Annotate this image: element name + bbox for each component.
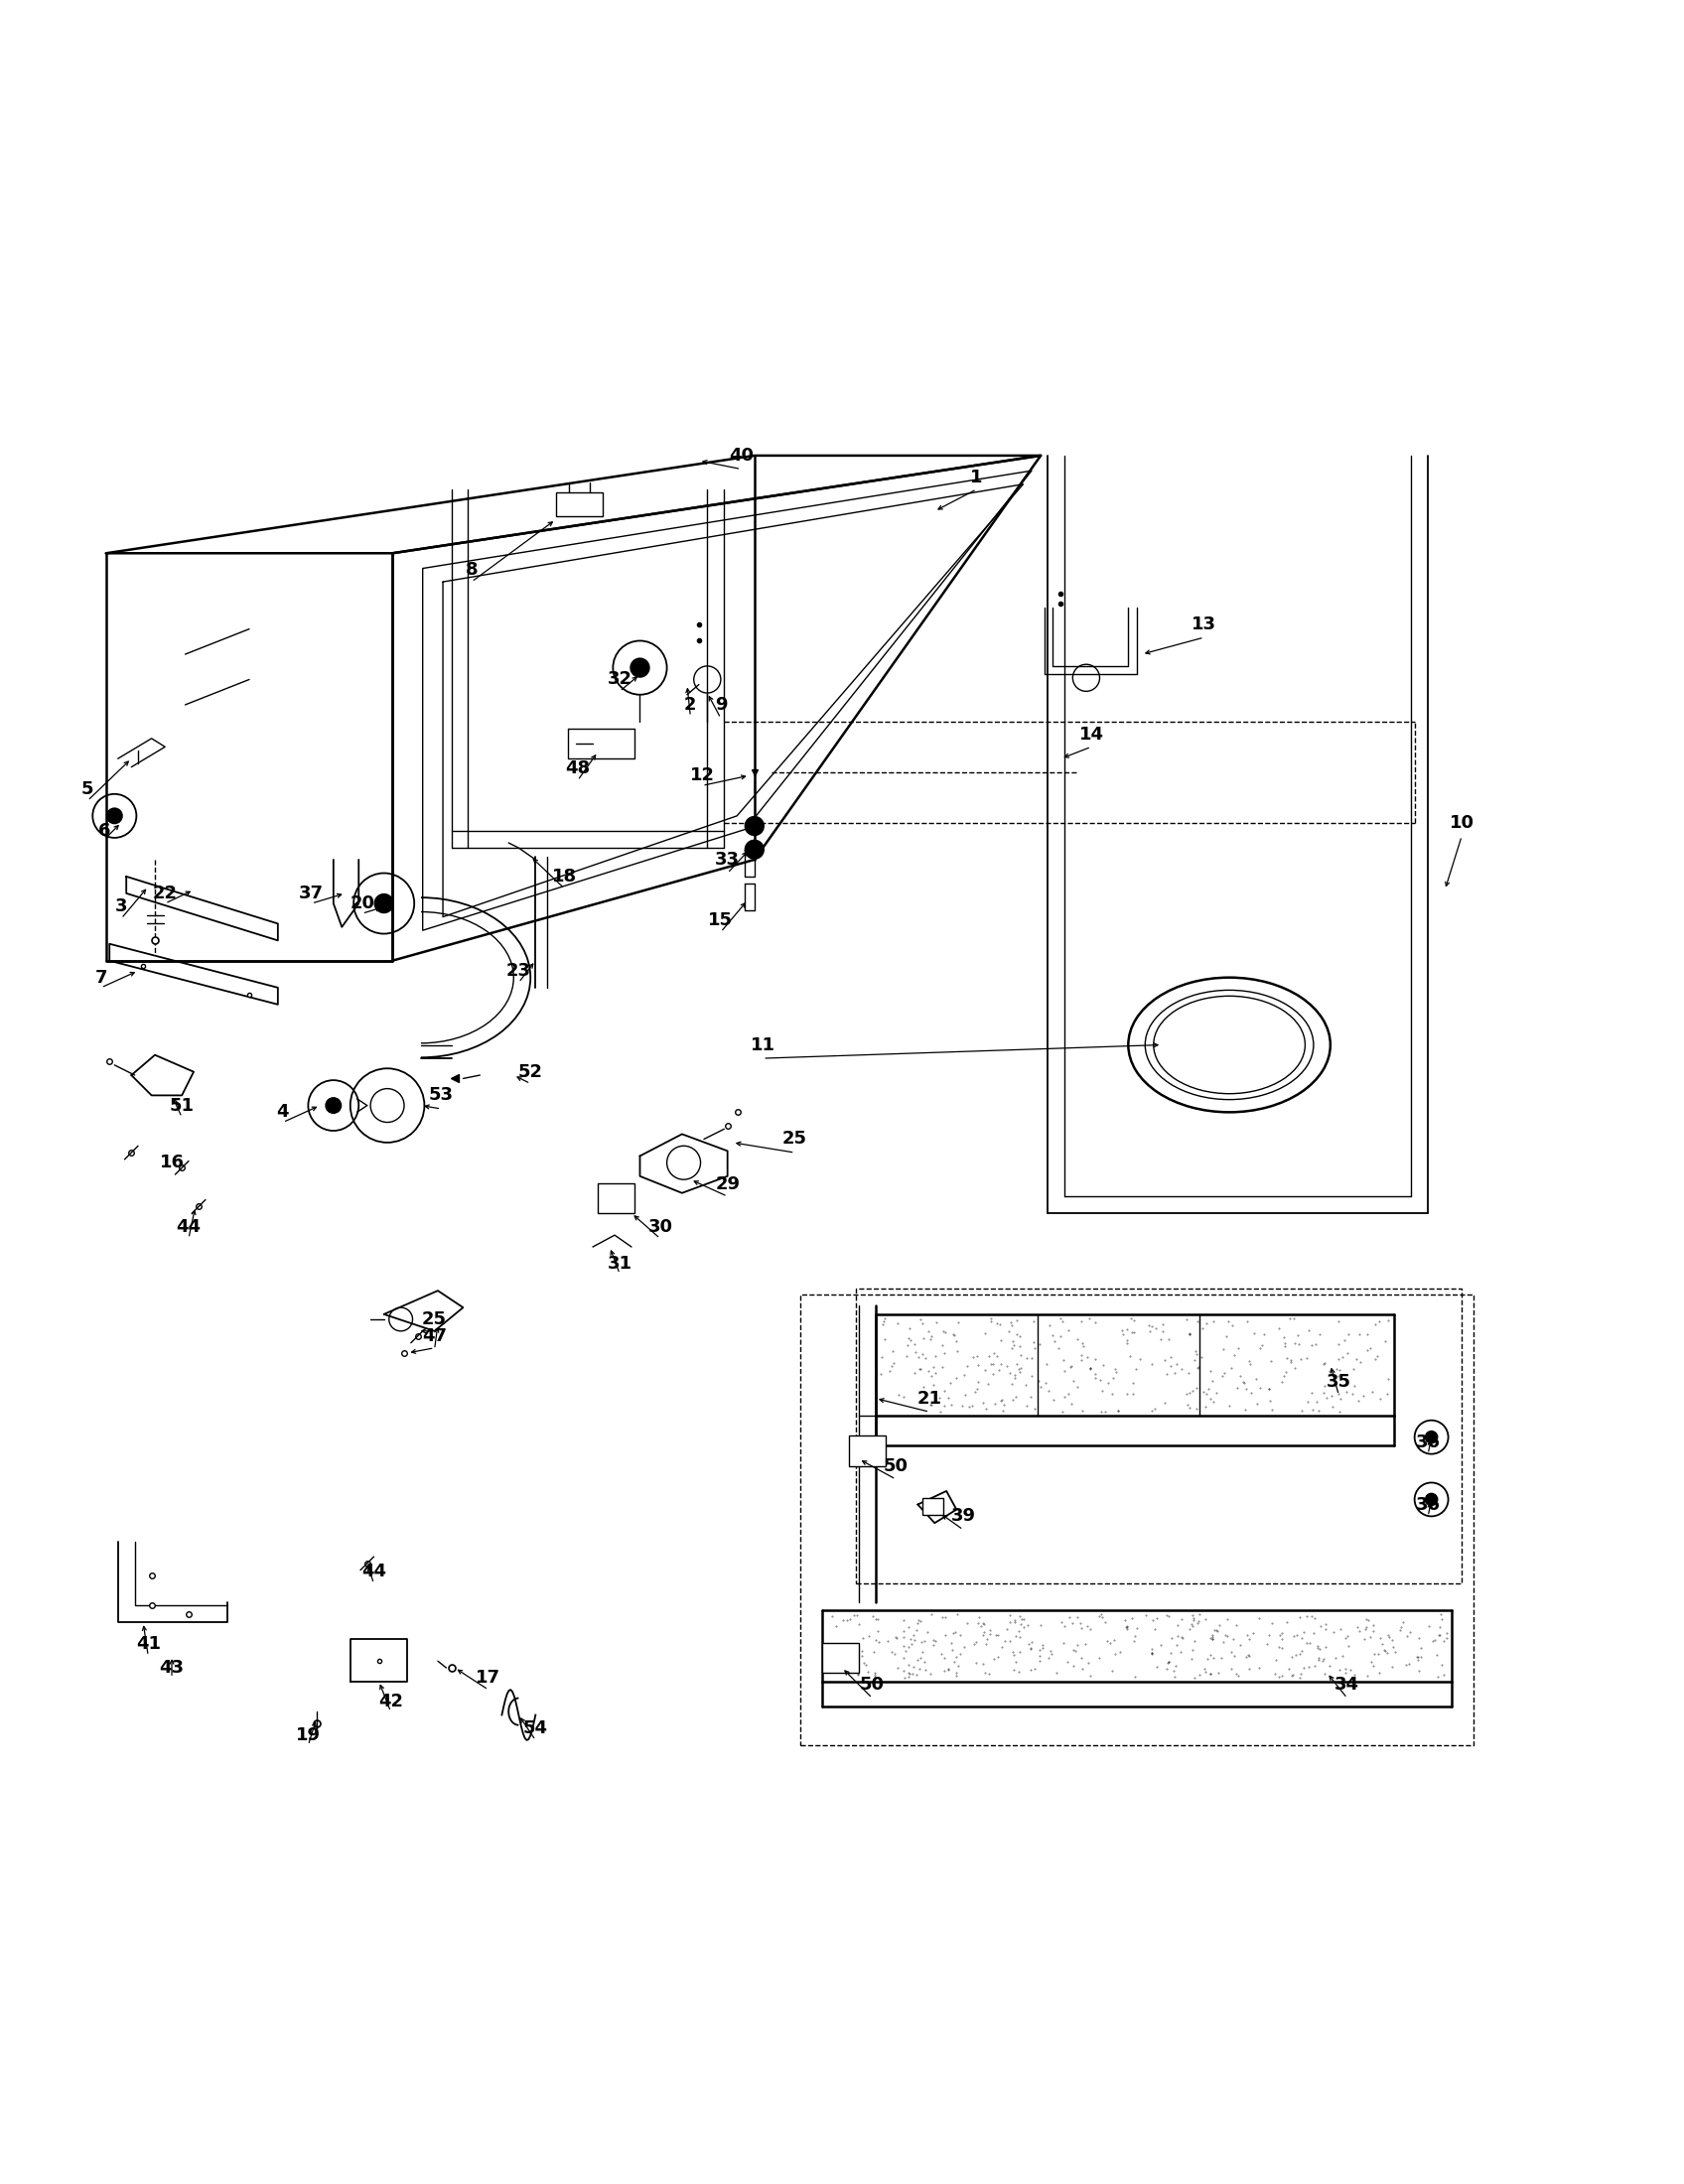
Circle shape (1425, 1431, 1438, 1444)
Text: 12: 12 (690, 767, 714, 784)
Circle shape (374, 893, 394, 913)
Text: 3: 3 (115, 898, 128, 915)
Text: 8: 8 (465, 561, 478, 579)
Text: 29: 29 (716, 1175, 739, 1192)
Text: 13: 13 (1192, 616, 1216, 633)
Circle shape (744, 817, 765, 836)
Text: 52: 52 (519, 1064, 542, 1081)
Text: 32: 32 (608, 670, 632, 688)
Text: 37: 37 (300, 885, 323, 902)
Text: 50: 50 (884, 1457, 908, 1474)
Bar (822, 1642, 859, 1673)
Text: 16: 16 (160, 1153, 184, 1171)
Circle shape (630, 657, 650, 677)
Text: 35: 35 (1327, 1374, 1351, 1391)
Text: 2: 2 (684, 697, 697, 714)
Text: 39: 39 (951, 1507, 975, 1524)
Text: 21: 21 (918, 1389, 941, 1406)
Text: 44: 44 (362, 1564, 386, 1581)
Text: 10: 10 (1450, 815, 1474, 832)
Bar (849, 1435, 886, 1465)
Text: 23: 23 (507, 961, 530, 981)
Text: 31: 31 (608, 1256, 632, 1273)
Text: 30: 30 (648, 1219, 672, 1236)
Bar (855, 1289, 1462, 1583)
Text: 18: 18 (552, 867, 576, 885)
Text: 42: 42 (379, 1693, 402, 1710)
Text: 40: 40 (729, 448, 753, 465)
Text: 6: 6 (98, 821, 111, 841)
Text: 9: 9 (714, 697, 727, 714)
Text: 4: 4 (276, 1103, 290, 1120)
Bar (923, 1498, 943, 1514)
Text: 20: 20 (350, 895, 374, 913)
Text: 11: 11 (751, 1035, 775, 1055)
Text: 15: 15 (709, 911, 733, 928)
Circle shape (1425, 1492, 1438, 1507)
Text: 19: 19 (296, 1725, 320, 1745)
Bar (800, 1295, 1474, 1745)
Text: 25: 25 (783, 1129, 807, 1149)
Text: 53: 53 (429, 1085, 453, 1105)
Text: 36: 36 (1416, 1496, 1440, 1514)
Text: 48: 48 (566, 760, 589, 778)
Text: 7: 7 (94, 968, 108, 987)
Text: 34: 34 (1335, 1675, 1359, 1693)
Text: 22: 22 (153, 885, 177, 902)
Text: 25: 25 (423, 1310, 446, 1328)
Text: 44: 44 (177, 1219, 200, 1236)
Text: 5: 5 (81, 780, 94, 797)
Text: 43: 43 (160, 1660, 184, 1677)
Text: 41: 41 (136, 1636, 160, 1653)
Circle shape (744, 839, 765, 860)
Text: 1: 1 (970, 470, 983, 487)
Text: 33: 33 (716, 852, 739, 869)
Text: 17: 17 (477, 1669, 500, 1686)
Text: 36: 36 (1416, 1433, 1440, 1450)
Text: 51: 51 (170, 1096, 194, 1114)
Bar (598, 1184, 635, 1214)
Circle shape (325, 1096, 342, 1114)
Text: 47: 47 (423, 1328, 446, 1345)
Circle shape (106, 808, 123, 823)
Bar (556, 494, 603, 515)
Text: 14: 14 (1079, 725, 1103, 745)
Text: 50: 50 (861, 1675, 884, 1693)
Text: 54: 54 (524, 1719, 547, 1736)
